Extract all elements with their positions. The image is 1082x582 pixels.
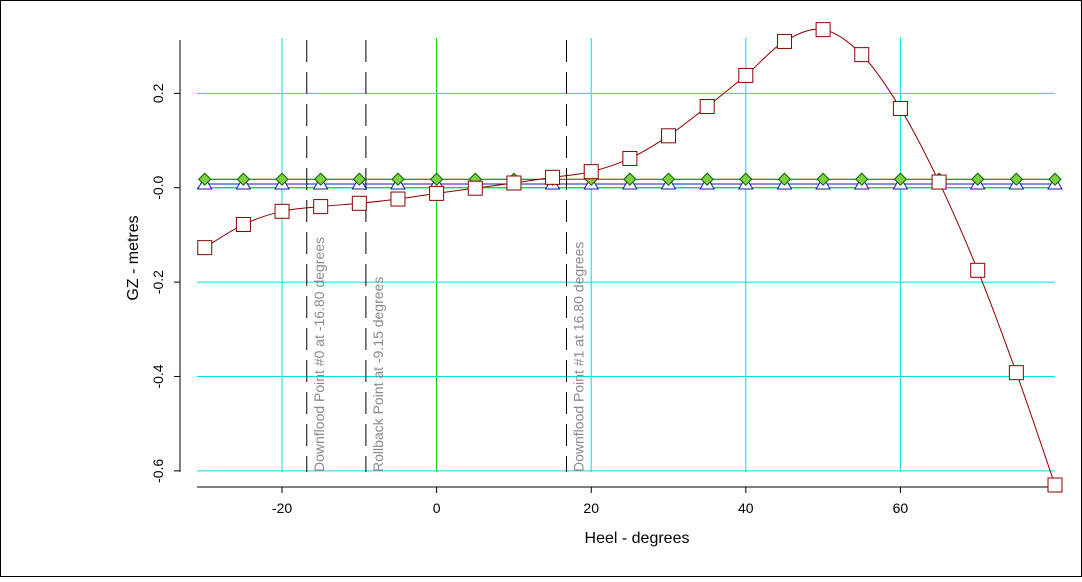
x-tick-label: 0 xyxy=(433,500,441,516)
x-tick-label: -20 xyxy=(272,500,292,516)
square-marker xyxy=(197,240,213,256)
square-marker xyxy=(429,185,445,201)
square-marker xyxy=(390,191,406,207)
square-marker xyxy=(545,169,561,185)
diamond-marker xyxy=(198,172,212,186)
vertical-markers: Downflood Point #0 at -16.80 degrees Roll… xyxy=(306,40,586,472)
y-axis-title: GZ - metres xyxy=(125,215,142,300)
series xyxy=(196,22,1063,493)
diamond-marker xyxy=(816,172,830,186)
y-tick-label: -0.2 xyxy=(150,270,166,294)
x-tick-label: 20 xyxy=(583,500,599,516)
diamond-marker xyxy=(623,172,637,186)
marker-label: Rollback Point at -9.15 degrees xyxy=(370,277,386,472)
square-marker xyxy=(274,203,290,219)
diamond-marker xyxy=(1009,172,1024,186)
diamond-marker xyxy=(236,172,251,186)
square-marker xyxy=(467,180,483,196)
square-marker xyxy=(815,22,831,38)
marker-label: Downflood Point #1 at 16.80 degrees xyxy=(570,242,586,472)
square-marker xyxy=(892,100,908,116)
diamond-marker xyxy=(352,172,367,186)
square-marker xyxy=(1008,365,1024,381)
diamond-marker xyxy=(739,172,753,186)
diamond-marker xyxy=(855,172,869,186)
diamond-marker xyxy=(429,172,444,186)
diamond-marker xyxy=(970,172,985,186)
square-marker xyxy=(931,174,947,190)
y-tick-label: -0.0 xyxy=(150,175,166,199)
diamond-marker xyxy=(275,172,289,186)
x-tick-label: 40 xyxy=(738,500,754,516)
y-tick-label: -0.4 xyxy=(150,364,166,388)
square-marker xyxy=(313,199,329,215)
y-tick-label: -0.6 xyxy=(150,459,166,483)
diamond-marker xyxy=(391,172,405,186)
y-tick-label: 0.2 xyxy=(150,83,166,103)
square-marker xyxy=(235,217,251,233)
square-marker xyxy=(583,164,599,180)
square-marker xyxy=(738,67,754,83)
square-marker xyxy=(776,33,792,49)
square-marker xyxy=(661,128,677,144)
diamond-marker xyxy=(1048,172,1062,186)
diamond-marker xyxy=(700,172,714,186)
x-tick-label: 60 xyxy=(893,500,909,516)
square-marker xyxy=(970,262,986,278)
diamond-marker xyxy=(661,172,676,186)
diamond-marker xyxy=(313,172,328,186)
square-marker xyxy=(699,99,715,115)
square-marker xyxy=(1047,477,1063,493)
square-marker xyxy=(506,175,522,191)
diamond-marker xyxy=(893,172,908,186)
axes: -20 0 20 40 60 -0.6 -0.4 -0.2 -0.0 0.2 xyxy=(150,40,1055,516)
square-marker xyxy=(351,195,367,211)
square-marker xyxy=(622,150,638,166)
square-marker xyxy=(854,47,870,63)
x-axis-title: Heel - degrees xyxy=(585,530,690,547)
diamond-marker xyxy=(777,172,792,186)
marker-label: Downflood Point #0 at -16.80 degrees xyxy=(311,237,327,472)
